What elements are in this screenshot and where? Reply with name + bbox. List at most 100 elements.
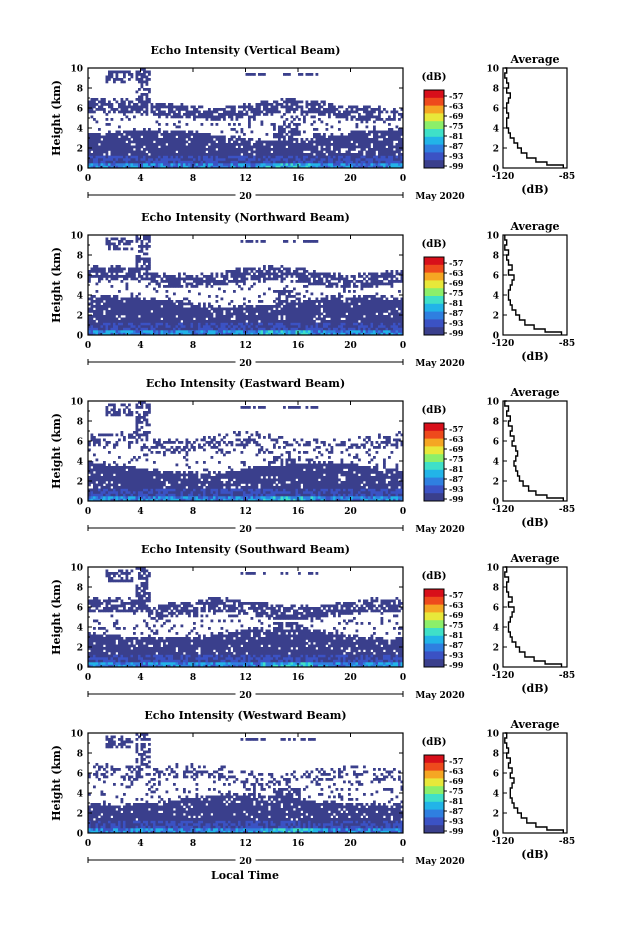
heatmap-cell [175, 148, 179, 151]
panel-2: Echo Intensity (Eastward Beam)0246810Hei… [50, 377, 575, 535]
heatmap-cell [140, 158, 144, 161]
heatmap-cell [135, 257, 139, 261]
heatmap-cell [98, 325, 101, 328]
heatmap-cell [150, 317, 154, 321]
heatmap-cell [323, 143, 326, 146]
heatmap-cell [110, 310, 114, 313]
heatmap-cell [98, 145, 101, 149]
heatmap-cell [128, 110, 131, 114]
heatmap-cell [90, 491, 94, 494]
heatmap-cell [310, 160, 314, 164]
heatmap-cell [400, 148, 404, 151]
heatmap-cell [318, 300, 321, 303]
heatmap-cell [290, 290, 294, 293]
heatmap-cell [363, 305, 366, 308]
heatmap-cell [120, 160, 124, 164]
heatmap-cell [400, 155, 404, 159]
heatmap-cell [165, 163, 169, 166]
heatmap-cell [250, 240, 254, 243]
heatmap-cell [110, 332, 114, 336]
heatmap-cell [385, 330, 389, 333]
heatmap-cell [378, 148, 381, 151]
heatmap-cell [378, 280, 381, 283]
heatmap-cell [273, 325, 276, 328]
heatmap-cell [380, 153, 384, 156]
heatmap-cell [350, 108, 354, 111]
heatmap-cell [105, 297, 109, 301]
heatmap-cell [293, 98, 296, 101]
heatmap-cell [93, 441, 96, 444]
heatmap-cell [208, 163, 211, 166]
heatmap-cell [303, 310, 306, 313]
heatmap-cell [325, 332, 329, 336]
heatmap-cell [155, 145, 159, 149]
heatmap-cell [370, 330, 374, 333]
heatmap-cell [198, 150, 201, 154]
heatmap-cell [200, 165, 204, 169]
heatmap-cell [300, 272, 304, 276]
heatmap-cell [205, 307, 209, 311]
heatmap-cell [300, 310, 304, 313]
heatmap-cell [240, 327, 244, 331]
heatmap-cell [205, 110, 209, 114]
heatmap-cell [233, 310, 236, 313]
heatmap-cell [400, 322, 404, 326]
heatmap-cell [138, 332, 141, 336]
heatmap-cell [365, 312, 369, 316]
heatmap-cell [390, 327, 394, 331]
y-tick-label: 6 [77, 105, 83, 115]
heatmap-cell [370, 295, 374, 298]
heatmap-cell [90, 436, 94, 439]
heatmap-cell [145, 70, 149, 74]
heatmap-cell [330, 150, 334, 154]
heatmap-cell [173, 110, 176, 114]
heatmap-cell [358, 310, 361, 313]
heatmap-cell [95, 310, 99, 313]
heatmap-cell [178, 155, 181, 159]
heatmap-cell [320, 155, 324, 159]
heatmap-cell [243, 267, 246, 271]
heatmap-cell [178, 307, 181, 311]
heatmap-cell [198, 153, 201, 156]
heatmap-cell [163, 160, 166, 164]
heatmap-cell [398, 145, 401, 149]
heatmap-cell [238, 305, 241, 308]
heatmap-cell [195, 153, 199, 156]
heatmap-cell [98, 100, 101, 104]
heatmap-cell [318, 160, 321, 164]
heatmap-cell [355, 138, 359, 141]
heatmap-cell [375, 138, 379, 141]
heatmap-cell [238, 145, 241, 149]
heatmap-cell [250, 165, 254, 169]
heatmap-cell [355, 133, 359, 136]
heatmap-cell [238, 325, 241, 328]
heatmap-cell [368, 150, 371, 154]
heatmap-cell [148, 300, 151, 303]
heatmap-cell [125, 287, 129, 291]
heatmap-cell [108, 135, 111, 139]
heatmap-cell [140, 105, 144, 109]
heatmap-cell [325, 322, 329, 326]
heatmap-cell [330, 153, 334, 156]
heatmap-cell [363, 310, 366, 313]
heatmap-cell [173, 280, 176, 283]
heatmap-cell [125, 163, 129, 166]
heatmap-cell [283, 240, 286, 243]
heatmap-cell [203, 160, 206, 164]
heatmap-cell [315, 140, 319, 144]
heatmap-cell [335, 113, 339, 116]
heatmap-cell [165, 277, 169, 281]
heatmap-cell [260, 320, 264, 323]
heatmap-cell [398, 143, 401, 146]
heatmap-cell [363, 302, 366, 306]
heatmap-cell [318, 330, 321, 333]
heatmap-cell [320, 105, 324, 109]
heatmap-cell [140, 310, 144, 313]
heatmap-cell [328, 320, 331, 323]
heatmap-cell [378, 327, 381, 331]
heatmap-cell [303, 280, 306, 283]
heatmap-cell [185, 145, 189, 149]
heatmap-cell [280, 128, 284, 131]
heatmap-cell [148, 138, 151, 141]
heatmap-cell [158, 140, 161, 144]
